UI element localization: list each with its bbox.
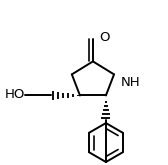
Text: HO: HO: [5, 88, 26, 101]
Text: NH: NH: [120, 76, 140, 89]
Text: O: O: [99, 31, 110, 44]
